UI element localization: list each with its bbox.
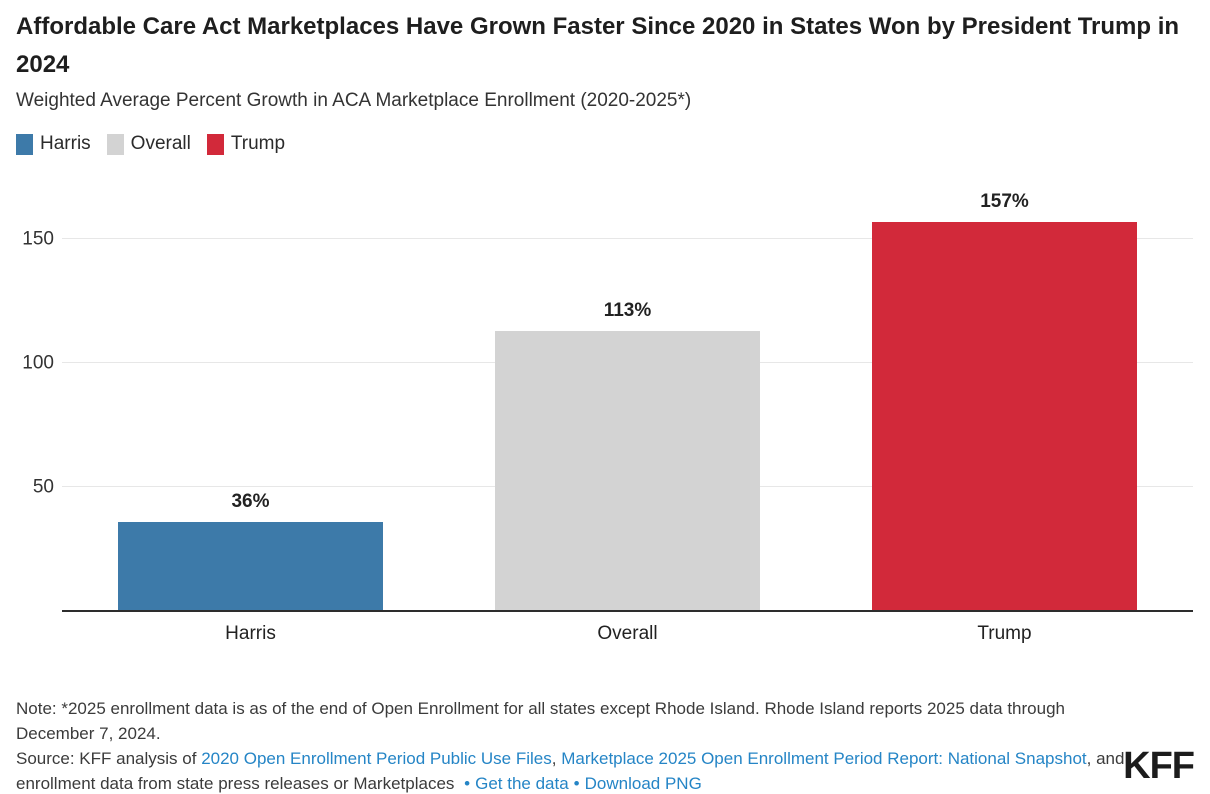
legend-swatch-icon bbox=[206, 133, 224, 155]
link-download-png[interactable]: Download PNG bbox=[584, 774, 702, 793]
bullet-separator: • bbox=[464, 774, 471, 793]
legend-swatch-icon bbox=[106, 133, 124, 155]
bar-value-label-harris: 36% bbox=[231, 490, 270, 512]
legend-item-trump: Trump bbox=[206, 133, 286, 155]
legend-swatch-icon bbox=[16, 133, 33, 155]
source-separator: , bbox=[551, 749, 562, 768]
legend-label: Harris bbox=[40, 133, 91, 154]
link-marketplace-2025-snapshot[interactable]: Marketplace 2025 Open Enrollment Period … bbox=[561, 749, 1087, 768]
y-axis-tick-100: 100 bbox=[22, 352, 54, 374]
x-axis-label-trump: Trump bbox=[977, 623, 1032, 644]
bar-overall bbox=[495, 331, 760, 611]
bar-harris bbox=[118, 521, 383, 611]
footnote: Note: *2025 enrollment data is as of the… bbox=[16, 699, 1065, 743]
chart-subtitle: Weighted Average Percent Growth in ACA M… bbox=[16, 90, 692, 111]
y-axis-tick-150: 150 bbox=[22, 228, 54, 250]
link-2020-open-enrollment-puf[interactable]: 2020 Open Enrollment Period Public Use F… bbox=[201, 749, 552, 768]
plot-area: 50 100 150 36% Harris 113% Overall 157% Trump bbox=[22, 180, 1193, 644]
chart-title: Affordable Care Act Marketplaces Have Gr… bbox=[16, 13, 1180, 78]
kff-logo[interactable]: KFF bbox=[1123, 745, 1195, 787]
source-prefix: Source: KFF analysis of bbox=[16, 749, 202, 768]
y-axis-tick-50: 50 bbox=[32, 476, 54, 498]
source-separator: , and enrollment data from state press r… bbox=[16, 749, 1125, 793]
bullet-separator: • bbox=[573, 774, 580, 793]
bar-value-label-trump: 157% bbox=[980, 191, 1029, 213]
bar-chart: 50 100 150 36% Harris 113% Overall 157% Trump bbox=[0, 180, 1210, 660]
bar-value-label-overall: 113% bbox=[603, 300, 652, 322]
x-axis-label-overall: Overall bbox=[597, 623, 658, 644]
chart-legend: Harris Overall Trump bbox=[16, 133, 285, 155]
legend-label: Trump bbox=[230, 133, 286, 154]
legend-item-overall: Overall bbox=[106, 133, 191, 155]
legend-item-harris: Harris bbox=[16, 133, 91, 155]
link-get-the-data[interactable]: Get the data bbox=[475, 774, 569, 793]
legend-label: Overall bbox=[130, 133, 191, 154]
gridline-150 bbox=[62, 238, 1193, 240]
bar-trump bbox=[872, 222, 1137, 611]
x-axis-label-harris: Harris bbox=[225, 623, 276, 644]
source-line: Source: KFF analysis of 2020 Open Enroll… bbox=[16, 746, 1126, 794]
x-axis-line bbox=[62, 610, 1193, 612]
